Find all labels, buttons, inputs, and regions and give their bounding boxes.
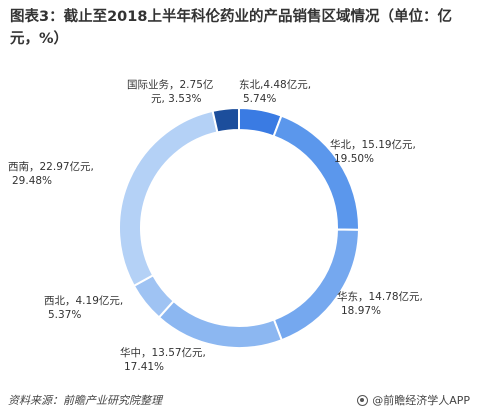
brand-label: @前瞻经济学人APP [372, 394, 470, 407]
slice-label-华中: 华中，13.57亿元, 17.41% [120, 346, 206, 373]
slice-华中 [157, 299, 284, 349]
chart-title: 图表3：截止至2018上半年科伦药业的产品销售区域情况（单位：亿元，%） [10, 9, 452, 47]
slice-华北 [272, 114, 360, 231]
slice-label-西北: 西北，4.19亿元, 5.37% [44, 294, 123, 321]
slice-label-华北: 华北，15.19亿元, 19.50% [330, 138, 416, 165]
brand-icon [357, 394, 369, 406]
slice-label-东北: 东北,4.48亿元, 5.74% [239, 78, 311, 105]
slice-西南 [118, 109, 219, 288]
slice-华东 [272, 228, 361, 342]
source-note: 资料来源：前瞻产业研究院整理 [8, 394, 162, 407]
slice-国际业务 [211, 106, 240, 134]
slice-label-华东: 华东，14.78亿元, 18.97% [337, 290, 423, 317]
brand-footer: @前瞻经济学人APP [357, 392, 470, 408]
slice-label-西南: 西南，22.97亿元, 29.48% [8, 160, 94, 187]
slice-label-国际业务: 国际业务，2.75亿元, 3.53% [127, 78, 213, 105]
